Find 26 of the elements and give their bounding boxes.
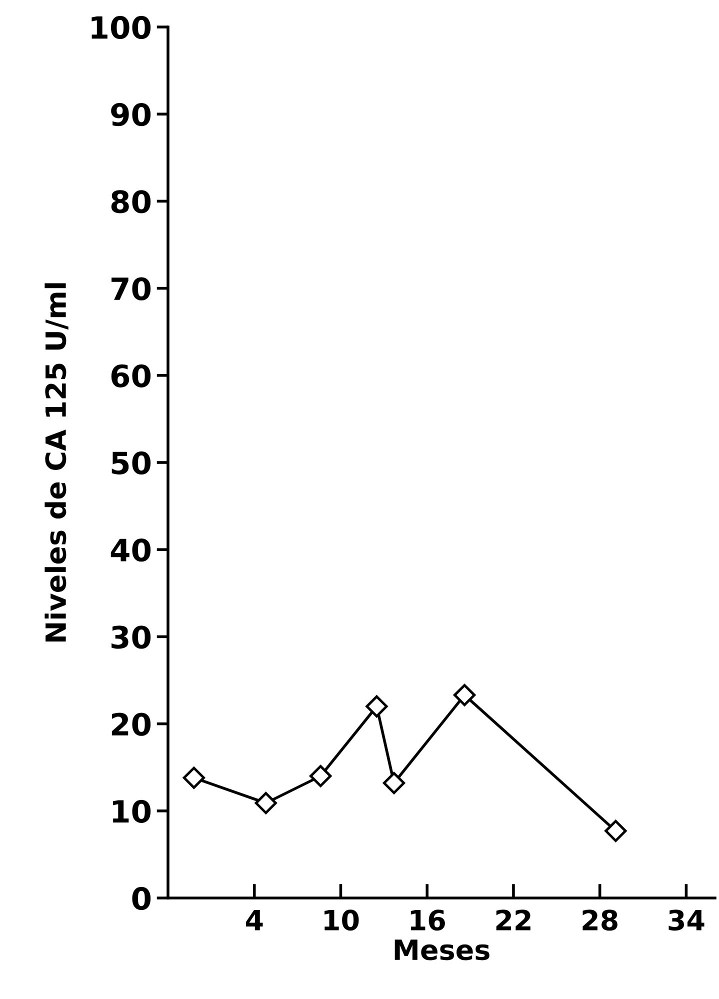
point [382, 772, 406, 794]
y-tick-label: 50 [112, 451, 151, 475]
point [254, 792, 277, 814]
x-tick-label: 10 [324, 910, 359, 931]
point [366, 695, 388, 718]
y-tick-label: 60 [111, 364, 151, 388]
point [182, 766, 205, 789]
point [604, 820, 627, 842]
x-tick-label: 22 [496, 910, 530, 930]
x-tick-label: 28 [582, 910, 618, 931]
y-axis-title: Niveles de CA 125 U/ml [44, 283, 68, 642]
y-tick-label: 40 [110, 538, 151, 562]
y-tick-label: 80 [111, 190, 151, 214]
y-tick-label: 30 [112, 626, 151, 649]
point [453, 684, 476, 706]
y-tick-label: 10 [112, 800, 151, 823]
x-tick-label: 34 [668, 910, 704, 931]
y-tick-label: 100 [92, 16, 151, 40]
x-axis-title: Meses [394, 940, 490, 960]
x-tick-label: 16 [410, 910, 445, 931]
y-tick-label: 90 [111, 103, 151, 126]
point [310, 764, 332, 788]
x-tick-label: 4 [246, 910, 263, 930]
y-tick-label: 20 [112, 712, 151, 736]
y-tick-label: 0 [132, 886, 151, 910]
y-tick-label: 70 [112, 277, 151, 300]
